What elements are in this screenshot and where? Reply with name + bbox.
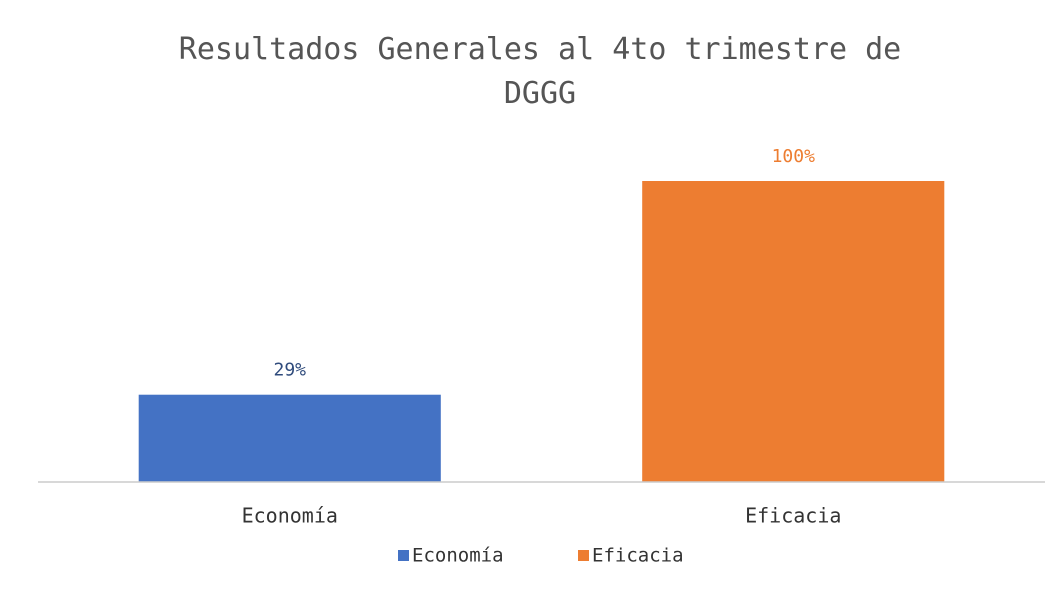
bar [138, 394, 441, 482]
legend-label: Eficacia [592, 545, 684, 567]
x-tick-label: Economía [242, 504, 338, 528]
legend-swatch [398, 550, 409, 561]
data-label: 100% [772, 146, 816, 167]
data-label: 29% [273, 360, 306, 381]
chart-title: Resultados Generales al 4to trimestre de… [178, 32, 902, 111]
bar [642, 181, 945, 482]
legend-swatch [578, 550, 589, 561]
legend-label: Economía [412, 545, 504, 567]
x-tick-label: Eficacia [745, 504, 841, 528]
